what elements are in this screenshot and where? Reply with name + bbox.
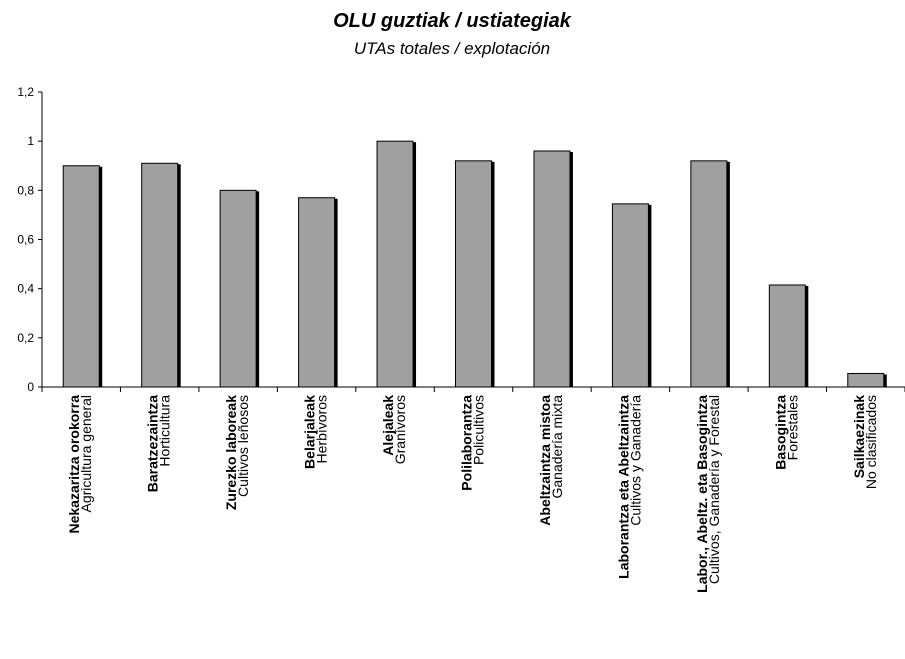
bar bbox=[376, 140, 414, 388]
category-label-basque: Zurezko laboreak bbox=[223, 395, 239, 510]
y-tick-label: 0,6 bbox=[17, 233, 34, 247]
category-label-basque: Alejaleak bbox=[380, 395, 396, 456]
category-label-spanish: Granívoros bbox=[392, 395, 408, 464]
bar bbox=[768, 284, 806, 388]
category-label-spanish: Policultivos bbox=[471, 395, 487, 465]
chart-subtitle: UTAs totales / explotación bbox=[354, 39, 550, 58]
bar bbox=[62, 165, 100, 388]
bar bbox=[533, 150, 571, 388]
category-label-spanish: No clasificados bbox=[863, 395, 879, 489]
bar bbox=[455, 160, 492, 388]
category-label-spanish: Herbívoros bbox=[314, 395, 330, 463]
category-label-spanish: Horticultura bbox=[157, 395, 173, 467]
category-label-basque: Baratzezaintza bbox=[145, 395, 161, 492]
category-label-basque: Belarjaleak bbox=[302, 395, 318, 469]
bars bbox=[62, 140, 887, 388]
category-label-spanish: Cultivos leñosos bbox=[235, 395, 251, 497]
category-label-basque: Polilaborantza bbox=[459, 395, 475, 491]
bar bbox=[847, 372, 885, 388]
category-label-basque: Sailkaezinak bbox=[851, 395, 867, 478]
y-tick-label: 0,8 bbox=[17, 183, 34, 197]
category-label-basque: Nekazaritza orokorra bbox=[66, 395, 82, 534]
category-label-basque: Basogintza bbox=[772, 395, 788, 470]
category-label-basque: Laborantza eta Abeltzaintza bbox=[615, 395, 631, 579]
x-axis bbox=[41, 386, 905, 392]
category-label-spanish: Ganadería mixta bbox=[549, 395, 565, 499]
bar bbox=[141, 162, 179, 388]
category-label-spanish: Cultivos, Ganadería y Forestal bbox=[706, 395, 722, 584]
y-tick-label: 1 bbox=[27, 134, 34, 148]
y-tick-label: 1,2 bbox=[17, 85, 34, 99]
chart-title: OLU guztiak / ustiategiak bbox=[333, 10, 572, 32]
category-label-spanish: Forestales bbox=[784, 395, 800, 460]
category-label: Labor., Abeltz. eta BasogintzaCultivos, … bbox=[694, 395, 722, 593]
category-label-basque: Labor., Abeltz. eta Basogintza bbox=[694, 395, 710, 593]
category-label-spanish: Cultivos y Ganadería bbox=[627, 395, 643, 526]
y-tick-label: 0,2 bbox=[17, 331, 34, 345]
bar bbox=[219, 189, 257, 388]
bar bbox=[690, 160, 728, 388]
bar bbox=[298, 197, 336, 388]
category-label-spanish: Agricultura general bbox=[78, 395, 94, 513]
y-tick-label: 0,4 bbox=[17, 282, 34, 296]
bar bbox=[611, 203, 649, 388]
category-label-basque: Abeltzaintza mistoa bbox=[537, 395, 553, 526]
y-tick-label: 0 bbox=[27, 380, 34, 394]
y-axis: 0 0,2 0,4 0,6 0,8 1 1,2 bbox=[17, 85, 43, 394]
